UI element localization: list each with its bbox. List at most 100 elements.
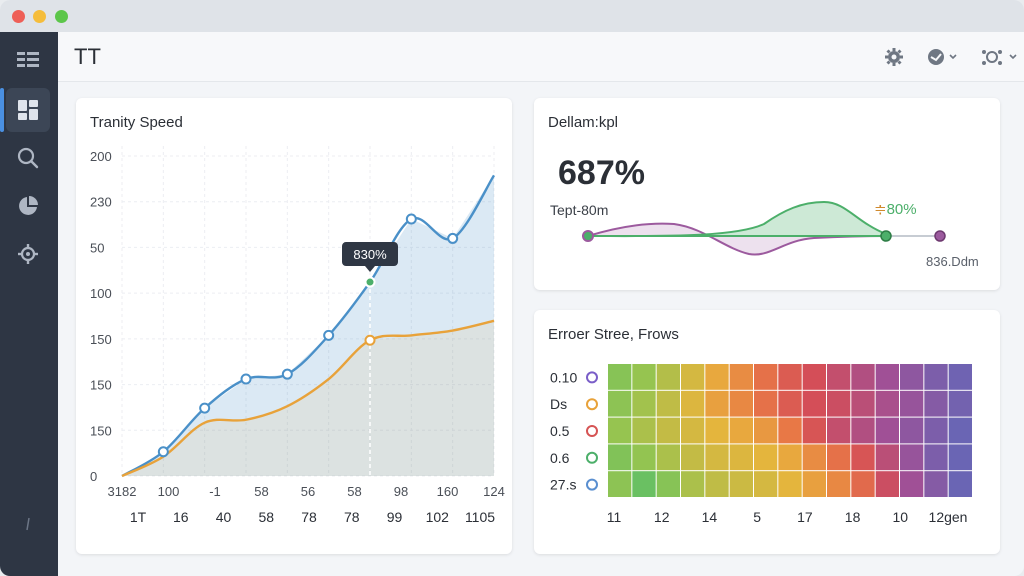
heatmap-cell[interactable]	[827, 471, 851, 497]
heatmap-cell[interactable]	[656, 444, 680, 471]
heatmap-cell[interactable]	[851, 417, 875, 444]
heatmap-cell[interactable]	[705, 444, 729, 471]
heatmap-cell[interactable]	[924, 471, 948, 497]
heatmap-cell[interactable]	[948, 364, 972, 390]
heatmap-cell[interactable]	[900, 390, 924, 417]
heatmap-cell[interactable]	[875, 417, 899, 444]
menu-icon[interactable]	[6, 38, 50, 82]
heatmap-cell[interactable]	[632, 417, 656, 444]
heatmap-cell[interactable]	[924, 390, 948, 417]
heatmap-cell[interactable]	[924, 444, 948, 471]
heatmap-cell[interactable]	[632, 390, 656, 417]
heatmap-cell[interactable]	[900, 471, 924, 497]
heatmap-cell[interactable]	[656, 471, 680, 497]
minimize-window-button[interactable]	[33, 10, 46, 23]
data-point[interactable]	[405, 213, 417, 225]
gear-icon[interactable]	[884, 45, 904, 69]
heatmap-cell[interactable]	[778, 364, 802, 390]
heatmap-cell[interactable]	[705, 471, 729, 497]
search-icon[interactable]	[6, 136, 50, 180]
heatmap-cell[interactable]	[827, 444, 851, 471]
heatmap-cell[interactable]	[681, 390, 705, 417]
heatmap-cell[interactable]	[681, 471, 705, 497]
dashboard-icon[interactable]	[0, 88, 50, 132]
heatmap-cell[interactable]	[608, 417, 632, 444]
data-point[interactable]	[199, 402, 211, 414]
heatmap-cell[interactable]	[608, 444, 632, 471]
heatmap-cell[interactable]	[705, 417, 729, 444]
range-end-marker[interactable]	[934, 230, 946, 242]
heatmap-cell[interactable]	[754, 471, 778, 497]
heatmap-cell[interactable]	[681, 417, 705, 444]
heatmap-cell[interactable]	[827, 390, 851, 417]
range-mid-marker[interactable]	[880, 230, 892, 242]
maximize-window-button[interactable]	[55, 10, 68, 23]
data-point[interactable]	[364, 334, 376, 346]
data-point[interactable]	[240, 373, 252, 385]
heatmap-cell[interactable]	[948, 390, 972, 417]
heatmap-cell[interactable]	[778, 444, 802, 471]
heatmap-cell[interactable]	[681, 444, 705, 471]
data-point[interactable]	[447, 232, 459, 244]
heatmap-cell[interactable]	[705, 364, 729, 390]
heatmap-cell[interactable]	[778, 417, 802, 444]
heatmap-cell[interactable]	[802, 417, 826, 444]
heatmap-cell[interactable]	[851, 444, 875, 471]
pie-chart-icon[interactable]	[6, 184, 50, 228]
data-point[interactable]	[157, 446, 169, 458]
heatmap-cell[interactable]	[875, 390, 899, 417]
heatmap-cell[interactable]	[729, 390, 753, 417]
data-point[interactable]	[323, 329, 335, 341]
heatmap-cell[interactable]	[656, 390, 680, 417]
heatmap-cell[interactable]	[827, 417, 851, 444]
heatmap-cell[interactable]	[875, 364, 899, 390]
heatmap-cell[interactable]	[778, 471, 802, 497]
heatmap-cell[interactable]	[632, 444, 656, 471]
network-icon[interactable]	[980, 45, 1020, 69]
heatmap-cell[interactable]	[778, 390, 802, 417]
heatmap-cell[interactable]	[608, 471, 632, 497]
heatmap-cell[interactable]	[875, 444, 899, 471]
heatmap-cell[interactable]	[632, 364, 656, 390]
heatmap-cell[interactable]	[900, 417, 924, 444]
heatmap-cell[interactable]	[802, 471, 826, 497]
heatmap-cell[interactable]	[900, 444, 924, 471]
heatmap-cell[interactable]	[802, 390, 826, 417]
data-point[interactable]	[364, 276, 376, 288]
heatmap-cell[interactable]	[608, 390, 632, 417]
heatmap-cell[interactable]	[754, 444, 778, 471]
heatmap-cell[interactable]	[729, 471, 753, 497]
heatmap-cell[interactable]	[802, 364, 826, 390]
close-window-button[interactable]	[12, 10, 25, 23]
data-point[interactable]	[281, 368, 293, 380]
heatmap-cell[interactable]	[705, 390, 729, 417]
heatmap-cell[interactable]	[754, 364, 778, 390]
heatmap-cell[interactable]	[900, 364, 924, 390]
heatmap-cell[interactable]	[754, 390, 778, 417]
range-start-marker[interactable]	[582, 230, 594, 242]
heatmap-cell[interactable]	[632, 471, 656, 497]
user-menu-icon[interactable]	[926, 45, 960, 69]
heatmap-cell[interactable]	[729, 417, 753, 444]
heatmap-cell[interactable]	[948, 471, 972, 497]
heatmap-col-label: 18	[845, 509, 861, 525]
heatmap-cell[interactable]	[948, 417, 972, 444]
heatmap-cell[interactable]	[608, 364, 632, 390]
heatmap-cell[interactable]	[851, 364, 875, 390]
heatmap-cell[interactable]	[924, 417, 948, 444]
heatmap-cell[interactable]	[656, 364, 680, 390]
heatmap-cell[interactable]	[656, 417, 680, 444]
drag-handle-icon[interactable]	[6, 502, 50, 546]
heatmap-cell[interactable]	[851, 471, 875, 497]
heatmap-cell[interactable]	[754, 417, 778, 444]
settings-icon[interactable]	[6, 232, 50, 276]
heatmap-cell[interactable]	[875, 471, 899, 497]
heatmap-cell[interactable]	[729, 364, 753, 390]
heatmap-cell[interactable]	[729, 444, 753, 471]
heatmap-cell[interactable]	[827, 364, 851, 390]
heatmap-cell[interactable]	[802, 444, 826, 471]
heatmap-cell[interactable]	[681, 364, 705, 390]
heatmap-cell[interactable]	[851, 390, 875, 417]
heatmap-cell[interactable]	[924, 364, 948, 390]
heatmap-cell[interactable]	[948, 444, 972, 471]
